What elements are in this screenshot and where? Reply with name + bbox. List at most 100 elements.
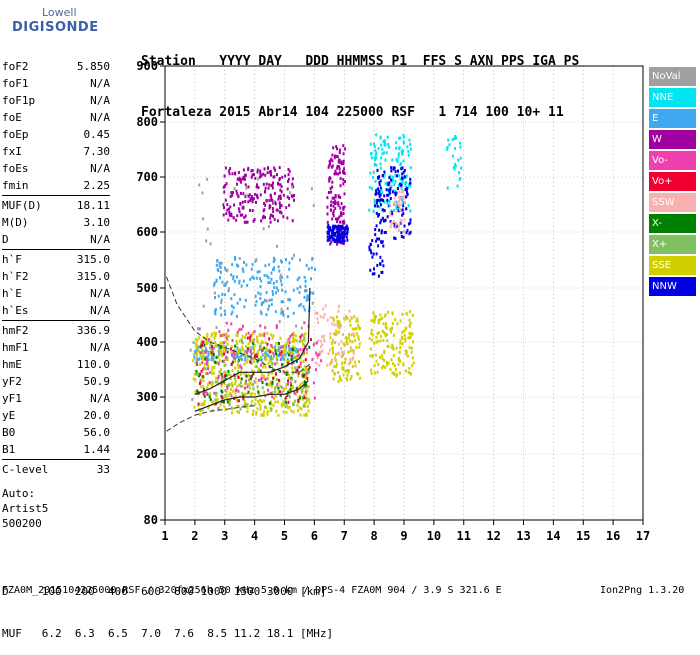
echo-point: [288, 395, 291, 399]
echo-point: [242, 353, 245, 357]
echo-point: [278, 378, 280, 382]
echo-point: [212, 359, 215, 363]
echo-point: [376, 204, 379, 208]
echo-point: [265, 346, 268, 350]
echo-point: [249, 377, 252, 381]
echo-point: [252, 372, 255, 376]
echo-point: [215, 263, 218, 267]
echo-point: [259, 292, 262, 296]
echo-point: [404, 327, 407, 331]
echo-point: [238, 281, 241, 285]
echo-point: [398, 190, 401, 194]
echo-point: [241, 213, 244, 217]
echo-point: [203, 394, 206, 398]
echo-point: [347, 362, 350, 366]
echo-point: [252, 356, 255, 360]
echo-point: [297, 398, 300, 402]
echo-point: [201, 376, 204, 379]
echo-point: [370, 371, 373, 375]
echo-point: [218, 347, 221, 351]
echo-point: [244, 355, 247, 359]
echo-point: [368, 245, 371, 249]
echo-point: [304, 386, 307, 390]
echo-point: [373, 156, 376, 160]
echo-point: [243, 352, 246, 356]
echo-point: [404, 185, 407, 189]
echo-point: [295, 356, 298, 360]
echo-point: [373, 320, 376, 324]
echo-point: [283, 357, 286, 361]
echo-point: [253, 348, 255, 352]
echo-point: [337, 309, 340, 313]
echo-point: [338, 159, 341, 162]
echo-point: [304, 401, 307, 404]
param-name: foF1: [2, 77, 29, 90]
echo-point: [247, 200, 250, 204]
echo-point: [409, 209, 412, 213]
echo-point: [302, 360, 305, 364]
echo-point: [300, 391, 303, 394]
echo-point: [247, 342, 250, 346]
x-tick-label: 12: [486, 529, 500, 543]
echo-point: [234, 395, 237, 398]
echo-point: [332, 318, 335, 322]
echo-point: [270, 184, 273, 187]
echo-point: [205, 355, 208, 359]
echo-point: [409, 221, 412, 225]
echo-point: [270, 198, 273, 202]
echo-point: [381, 208, 384, 212]
echo-point: [263, 202, 266, 205]
echo-point: [406, 192, 409, 196]
echo-point: [401, 342, 404, 346]
echo-point: [346, 227, 349, 231]
echo-point: [215, 376, 218, 380]
echo-point: [239, 202, 242, 205]
echo-point: [341, 232, 344, 236]
echo-point: [294, 349, 297, 353]
echo-point: [408, 232, 411, 236]
param-name: h`Es: [2, 304, 29, 317]
echo-point: [383, 194, 386, 198]
echo-point: [373, 364, 376, 368]
echo-point: [303, 413, 306, 417]
echo-point: [250, 346, 253, 350]
echo-point: [358, 345, 361, 349]
echo-point: [384, 313, 387, 317]
echo-point: [209, 346, 212, 350]
echo-point: [316, 311, 319, 315]
echo-point: [391, 158, 394, 162]
echo-point: [226, 386, 229, 390]
echo-point: [235, 314, 238, 318]
echo-point: [202, 357, 205, 361]
echo-point: [373, 158, 376, 162]
echo-point: [380, 156, 383, 160]
echo-point: [390, 327, 393, 331]
echo-point: [222, 396, 225, 400]
echo-point: [402, 196, 405, 200]
echo-point: [289, 351, 292, 355]
echo-point: [257, 291, 260, 295]
echo-point: [236, 399, 239, 403]
x-tick-label: 15: [576, 529, 590, 543]
echo-point: [275, 352, 277, 356]
echo-point: [299, 348, 302, 352]
param-row: M(D) 3.10: [2, 214, 110, 231]
echo-point: [264, 264, 267, 268]
echo-point: [236, 275, 238, 279]
echo-point: [276, 341, 279, 345]
param-name: fmin: [2, 179, 29, 192]
echo-point: [402, 135, 405, 139]
echo-point: [219, 276, 221, 280]
echo-point: [335, 172, 338, 176]
echo-point: [264, 405, 267, 409]
echo-point: [303, 402, 306, 406]
echo-point: [288, 261, 291, 265]
echo-point: [306, 377, 309, 380]
echo-point: [250, 175, 253, 179]
echo-point: [389, 213, 392, 217]
echo-point: [224, 371, 227, 374]
echo-point: [223, 352, 226, 356]
echo-point: [250, 169, 253, 173]
echo-point: [379, 262, 382, 266]
echo-point: [249, 197, 252, 201]
